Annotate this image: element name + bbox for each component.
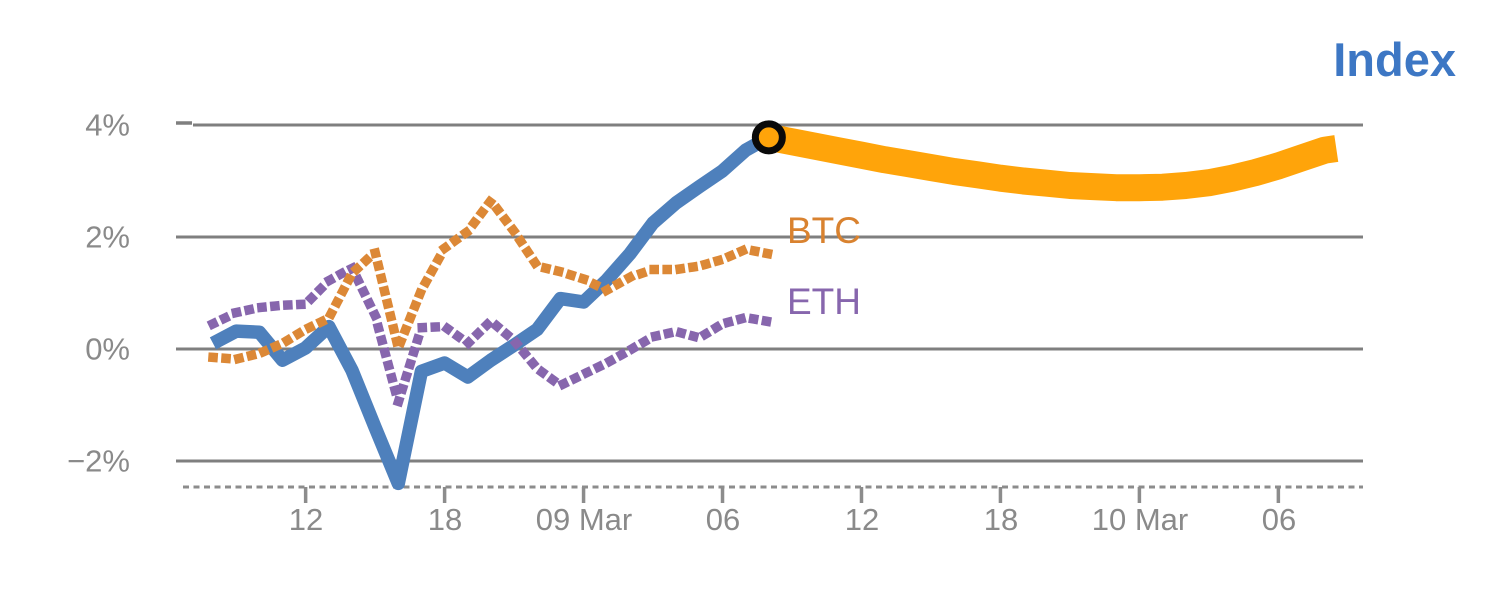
current-value-marker [751, 120, 786, 155]
x-axis-label-12a: 12 [288, 502, 324, 537]
x-axis-label-10mar: 10 Mar [1091, 502, 1189, 537]
x-axis-label-18b: 18 [983, 502, 1019, 537]
series-line-index [209, 131, 773, 491]
x-axis-label-12b: 12 [844, 502, 880, 537]
eth-series-label: ETH [787, 281, 861, 322]
x-axis-label-06a: 06 [705, 502, 741, 537]
y-axis-label-4pct: 4% [85, 107, 130, 143]
x-axis-label-09mar: 09 Mar [535, 502, 633, 537]
btc-series-label: BTC [787, 210, 861, 251]
x-axis-label-06b: 06 [1261, 502, 1297, 537]
series-line-eth [206, 263, 775, 407]
y-axis-label-neg2pct: −2% [67, 443, 130, 479]
x-axis-label-18a: 18 [427, 502, 463, 537]
y-axis-label-2pct: 2% [85, 219, 130, 255]
y-axis-label-0pct: 0% [85, 331, 130, 367]
chart-title: Index [1333, 33, 1456, 86]
series-line-index-forecast [766, 124, 1339, 202]
series-line-btc [207, 195, 775, 364]
